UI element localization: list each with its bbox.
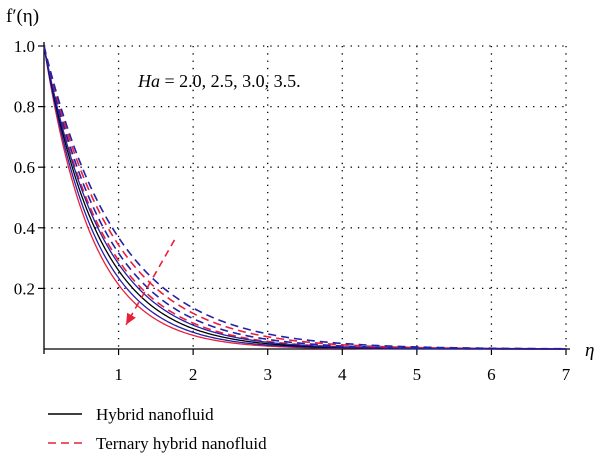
- legend: Hybrid nanofluid Ternary hybrid nanoflui…: [48, 405, 267, 453]
- grid: [44, 45, 567, 349]
- y-tick-label: 0.8: [14, 98, 35, 117]
- x-tick-label: 6: [487, 365, 496, 384]
- series-line-hybrid: [43, 45, 566, 350]
- y-tick-label: 0.2: [14, 279, 35, 298]
- arrow-head: [126, 312, 136, 325]
- series-group: [43, 45, 566, 350]
- ha-symbol: Ha: [137, 71, 160, 91]
- x-tick-label: 1: [114, 365, 123, 384]
- series-line-ternary: [43, 45, 566, 350]
- x-axis-label: η: [585, 340, 594, 361]
- y-tick-label: 0.4: [14, 219, 36, 238]
- y-tick-label: 0.6: [14, 158, 35, 177]
- series-line-hybrid: [43, 45, 566, 350]
- x-tick-label: 5: [413, 365, 422, 384]
- x-tick-label: 7: [562, 365, 571, 384]
- tick-labels: 1 2 3 4 5 6 7 0.2 0.4 0.6 0.8 1.0: [14, 37, 571, 384]
- y-tick-label: 1.0: [14, 37, 35, 56]
- x-tick-label: 4: [338, 365, 347, 384]
- axes: [38, 42, 570, 355]
- series-line-hybrid: [43, 45, 566, 350]
- ha-values: = 2.0, 2.5, 3.0, 3.5.: [160, 71, 301, 91]
- arrow-shaft: [125, 239, 176, 326]
- x-tick-label: 3: [263, 365, 272, 384]
- legend-label-ternary: Ternary hybrid nanofluid: [96, 434, 267, 453]
- series-line-ternary: [43, 45, 566, 350]
- ha-annotation: Ha = 2.0, 2.5, 3.0, 3.5.: [137, 71, 301, 91]
- series-line-ternary: [43, 45, 566, 350]
- ha-increase-arrow: [125, 239, 176, 326]
- legend-label-hybrid: Hybrid nanofluid: [96, 405, 214, 424]
- x-tick-label: 2: [189, 365, 198, 384]
- y-axis-label: f′(η): [6, 6, 39, 27]
- series-line-ternary: [43, 45, 566, 350]
- series-line-hybrid: [43, 45, 566, 350]
